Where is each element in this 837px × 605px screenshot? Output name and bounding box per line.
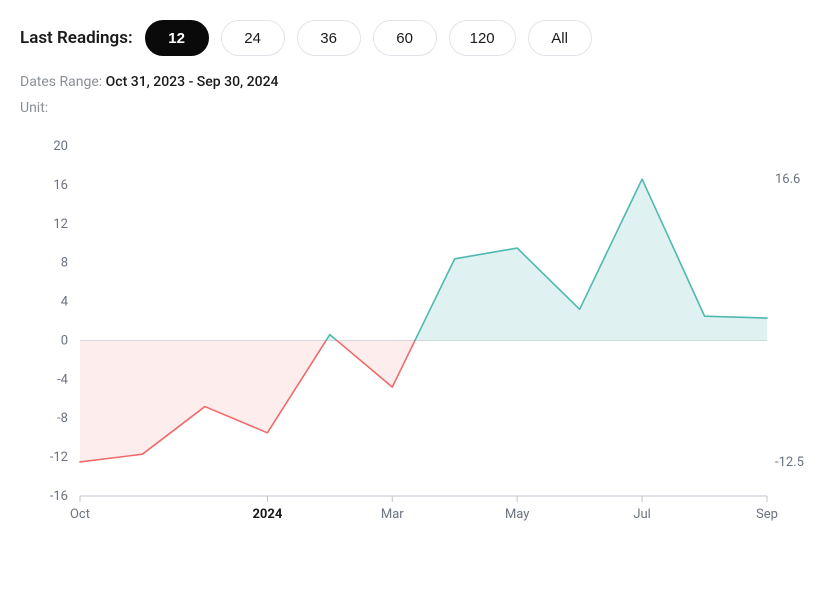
readings-option-120[interactable]: 120 [449,20,516,56]
readings-chart: -16 -12 -8 -4 0 4 8 12 16 20 Oct 2024 Mar May Jul Sep 16… [20,126,817,546]
y-tick-label: -16 [50,489,68,504]
dates-range-value: Oct 31, 2023 - Sep 30, 2024 [106,74,279,90]
y-tick-label: -4 [57,372,69,387]
readings-label: Last Readings: [20,28,133,48]
readings-option-36[interactable]: 36 [297,20,361,56]
readings-selector: Last Readings: 12 24 36 60 120 All [20,20,817,56]
y-tick-label: 16 [53,178,68,193]
y-tick-label: 0 [61,333,68,348]
readings-option-12[interactable]: 12 [145,20,209,56]
area-fill [80,340,326,462]
readings-option-24[interactable]: 24 [221,20,285,56]
dates-range-label: Dates Range: [20,74,102,90]
y-tick-label: 4 [61,295,69,310]
y-tick-label: -12 [50,450,68,465]
x-tick-label: Oct [70,507,90,522]
x-tick-label: May [505,507,529,522]
y-tick-label: 20 [53,139,68,154]
end-label-max: 16.6 [775,172,800,187]
x-tick-label: 2024 [252,507,282,522]
chart-svg: -16 -12 -8 -4 0 4 8 12 16 20 Oct 2024 Mar May Jul Sep 16… [20,126,817,546]
unit-label: Unit: [20,100,48,116]
x-tick-label: Mar [381,507,404,522]
unit-row: Unit: [20,100,817,116]
readings-option-60[interactable]: 60 [373,20,437,56]
y-tick-label: -8 [57,411,68,426]
x-tick-label: Jul [633,507,651,522]
y-tick-label: 8 [61,256,68,271]
dates-range: Dates Range: Oct 31, 2023 - Sep 30, 2024 [20,74,817,90]
x-tick-label: Sep [756,507,778,522]
readings-option-all[interactable]: All [528,20,592,56]
end-label-min: -12.5 [775,455,804,470]
y-tick-label: 12 [53,217,68,232]
